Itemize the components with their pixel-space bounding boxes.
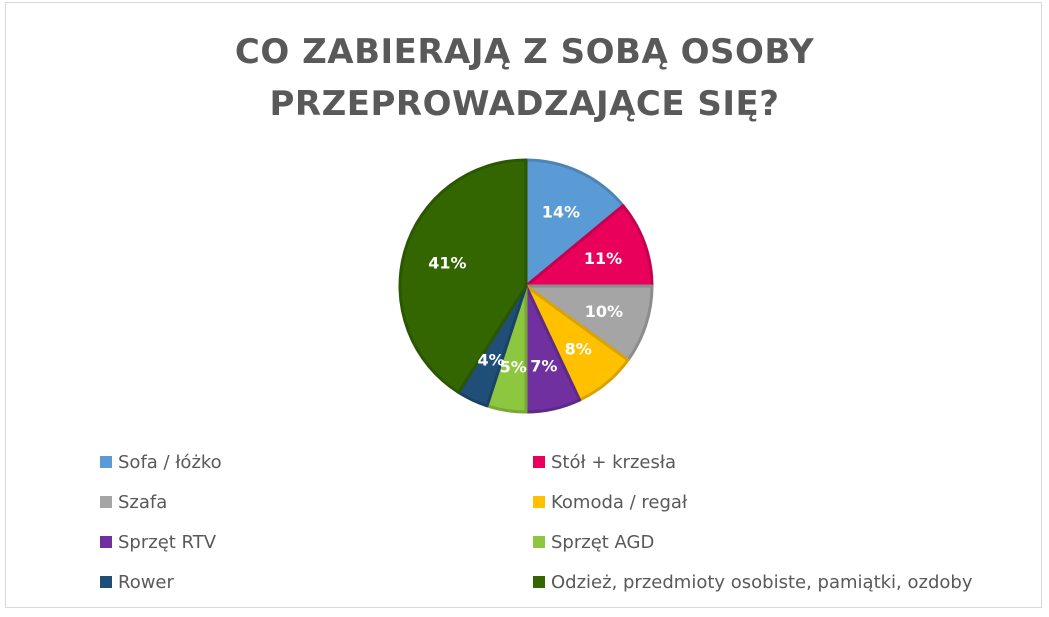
chart-title-line-2: PRZEPROWADZAJĄCE SIĘ? [269, 84, 780, 124]
legend-swatch [100, 536, 112, 548]
data-label-szafa: 10% [585, 302, 623, 321]
legend-label: Szafa [118, 491, 168, 513]
legend-label: Stół + krzesła [551, 451, 677, 473]
legend-item-odziez-przedmioty-osobiste-pamiatki-ozdoby: Odzież, przedmioty osobiste, pamiątki, o… [533, 562, 1000, 602]
pie-slice-szafa [524, 284, 654, 362]
legend-swatch [533, 536, 545, 548]
data-label-odziez-przedmioty-osobiste-pamiatki-ozdoby: 41% [428, 254, 466, 273]
legend-label: Rower [118, 571, 174, 593]
legend-swatch [100, 576, 112, 588]
chart-title-line-1: CO ZABIERAJĄ Z SOBĄ OSOBY [234, 32, 815, 72]
chart-title: CO ZABIERAJĄ Z SOBĄ OSOBY PRZEPROWADZAJĄ… [0, 26, 1049, 130]
pie-slice-sofa-lozko [524, 158, 625, 288]
legend-label: Sofa / łóżko [118, 451, 222, 473]
legend-swatch [533, 496, 545, 508]
legend-label: Odzież, przedmioty osobiste, pamiątki, o… [551, 571, 973, 593]
legend-label: Sprzęt AGD [551, 531, 655, 553]
data-label-sprzet-rtv: 7% [530, 356, 557, 375]
legend-swatch [533, 576, 545, 588]
legend-item-komoda-regal: Komoda / regał [533, 482, 1000, 522]
legend-item-sprzet-rtv: Sprzęt RTV [100, 522, 533, 562]
legend-swatch [533, 456, 545, 468]
legend-item-szafa: Szafa [100, 482, 533, 522]
pie-slice-odziez-przedmioty-osobiste-pamiatki-ozdoby [398, 158, 528, 394]
legend-label: Sprzęt RTV [118, 531, 217, 553]
data-label-rower: 4% [478, 351, 505, 370]
data-label-komoda-regal: 8% [565, 340, 592, 359]
chart-legend: Sofa / łóżko Stół + krzesła Szafa Komoda / … [100, 442, 1000, 602]
legend-item-sofa-lozko: Sofa / łóżko [100, 442, 533, 482]
pie-slice-stol-krzesla [524, 204, 654, 288]
data-label-stol-krzesla: 11% [584, 249, 622, 268]
data-label-sprzet-agd: 5% [500, 357, 527, 376]
legend-swatch [100, 456, 112, 468]
legend-item-rower: Rower [100, 562, 533, 602]
legend-label: Komoda / regał [551, 491, 688, 513]
legend-item-stol-krzesla: Stół + krzesła [533, 442, 1000, 482]
data-label-sofa-lozko: 14% [542, 202, 580, 221]
legend-swatch [100, 496, 112, 508]
legend-item-sprzet-agd: Sprzęt AGD [533, 522, 1000, 562]
